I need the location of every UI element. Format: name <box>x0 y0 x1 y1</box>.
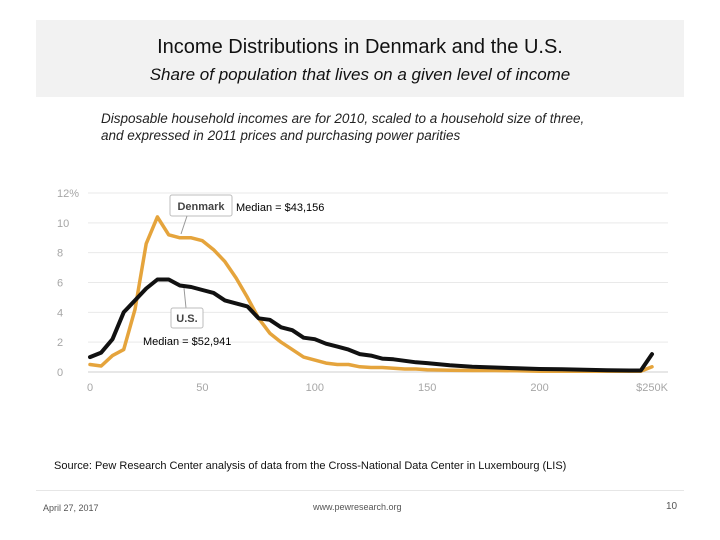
us-tag-label: U.S. <box>176 313 197 325</box>
y-tick-label: 2 <box>57 337 63 349</box>
series-line-denmark <box>88 215 654 374</box>
chart-note: Disposable household incomes are for 201… <box>101 110 661 144</box>
slide-subtitle: Share of population that lives on a give… <box>149 65 571 84</box>
footer-divider <box>36 490 684 491</box>
x-tick-label: 200 <box>530 382 548 394</box>
y-tick-label: 12% <box>57 188 79 200</box>
us-tag-box <box>170 307 204 329</box>
source-note: Source: Pew Research Center analysis of … <box>54 460 567 472</box>
denmark-median-label: Median = $43,156 <box>236 202 324 214</box>
x-tick-label: 150 <box>418 382 436 394</box>
footer-url: www.pewresearch.org <box>313 502 402 512</box>
series-line-us <box>88 277 654 373</box>
denmark-tag-label: Denmark <box>177 201 225 213</box>
slide-title: Income Distributions in Denmark and the … <box>157 36 563 58</box>
title-box: Income Distributions in Denmark and the … <box>36 20 684 97</box>
x-tick-label: 0 <box>87 382 93 394</box>
us-median-label: Median = $52,941 <box>143 336 231 348</box>
chart-note-line-2: and expressed in 2011 prices and purchas… <box>101 128 461 143</box>
page-number: 10 <box>666 501 678 512</box>
footer-date: April 27, 2017 <box>43 503 99 513</box>
denmark-tag-box <box>169 194 233 217</box>
y-tick-label: 8 <box>57 248 63 260</box>
chart-note-line-1: Disposable household incomes are for 201… <box>101 111 585 126</box>
denmark-tag: Denmark <box>169 194 233 235</box>
us-tag: U.S. <box>170 287 204 329</box>
denmark-tag-pointer <box>180 215 188 235</box>
x-tick-label: 100 <box>306 382 324 394</box>
x-tick-label: 50 <box>196 382 208 394</box>
y-tick-label: 4 <box>57 307 63 319</box>
y-tick-label: 0 <box>57 367 63 379</box>
x-tick-label: $250K <box>636 382 668 394</box>
y-tick-label: 6 <box>57 278 63 290</box>
y-tick-label: 10 <box>57 218 69 230</box>
us-tag-pointer <box>183 287 187 309</box>
